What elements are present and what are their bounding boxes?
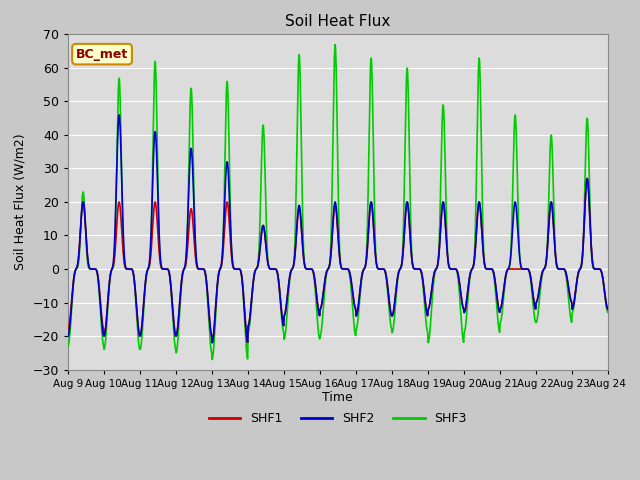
Title: Soil Heat Flux: Soil Heat Flux — [285, 14, 390, 29]
Y-axis label: Soil Heat Flux (W/m2): Soil Heat Flux (W/m2) — [14, 133, 27, 270]
X-axis label: Time: Time — [323, 392, 353, 405]
Legend: SHF1, SHF2, SHF3: SHF1, SHF2, SHF3 — [204, 408, 472, 431]
Text: BC_met: BC_met — [76, 48, 128, 60]
